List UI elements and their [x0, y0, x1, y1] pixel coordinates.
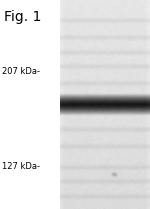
Text: 127 kDa-: 127 kDa-: [2, 162, 40, 171]
Text: 207 kDa-: 207 kDa-: [2, 66, 40, 76]
Text: Fig. 1: Fig. 1: [4, 10, 41, 24]
